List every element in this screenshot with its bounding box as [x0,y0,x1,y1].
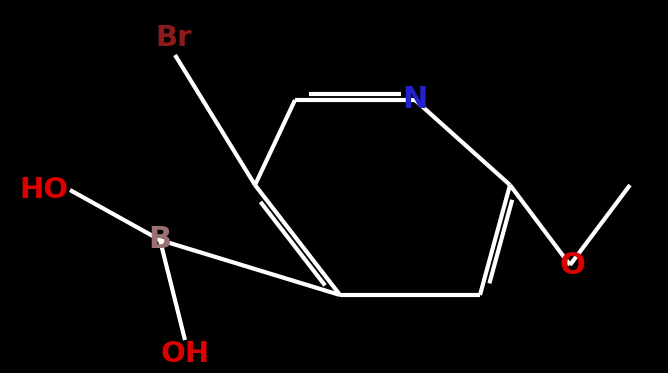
Text: HO: HO [19,176,68,204]
Text: N: N [402,85,428,115]
Text: OH: OH [160,340,210,368]
Text: Br: Br [155,24,192,52]
Text: B: B [148,226,172,254]
Text: O: O [559,251,585,279]
